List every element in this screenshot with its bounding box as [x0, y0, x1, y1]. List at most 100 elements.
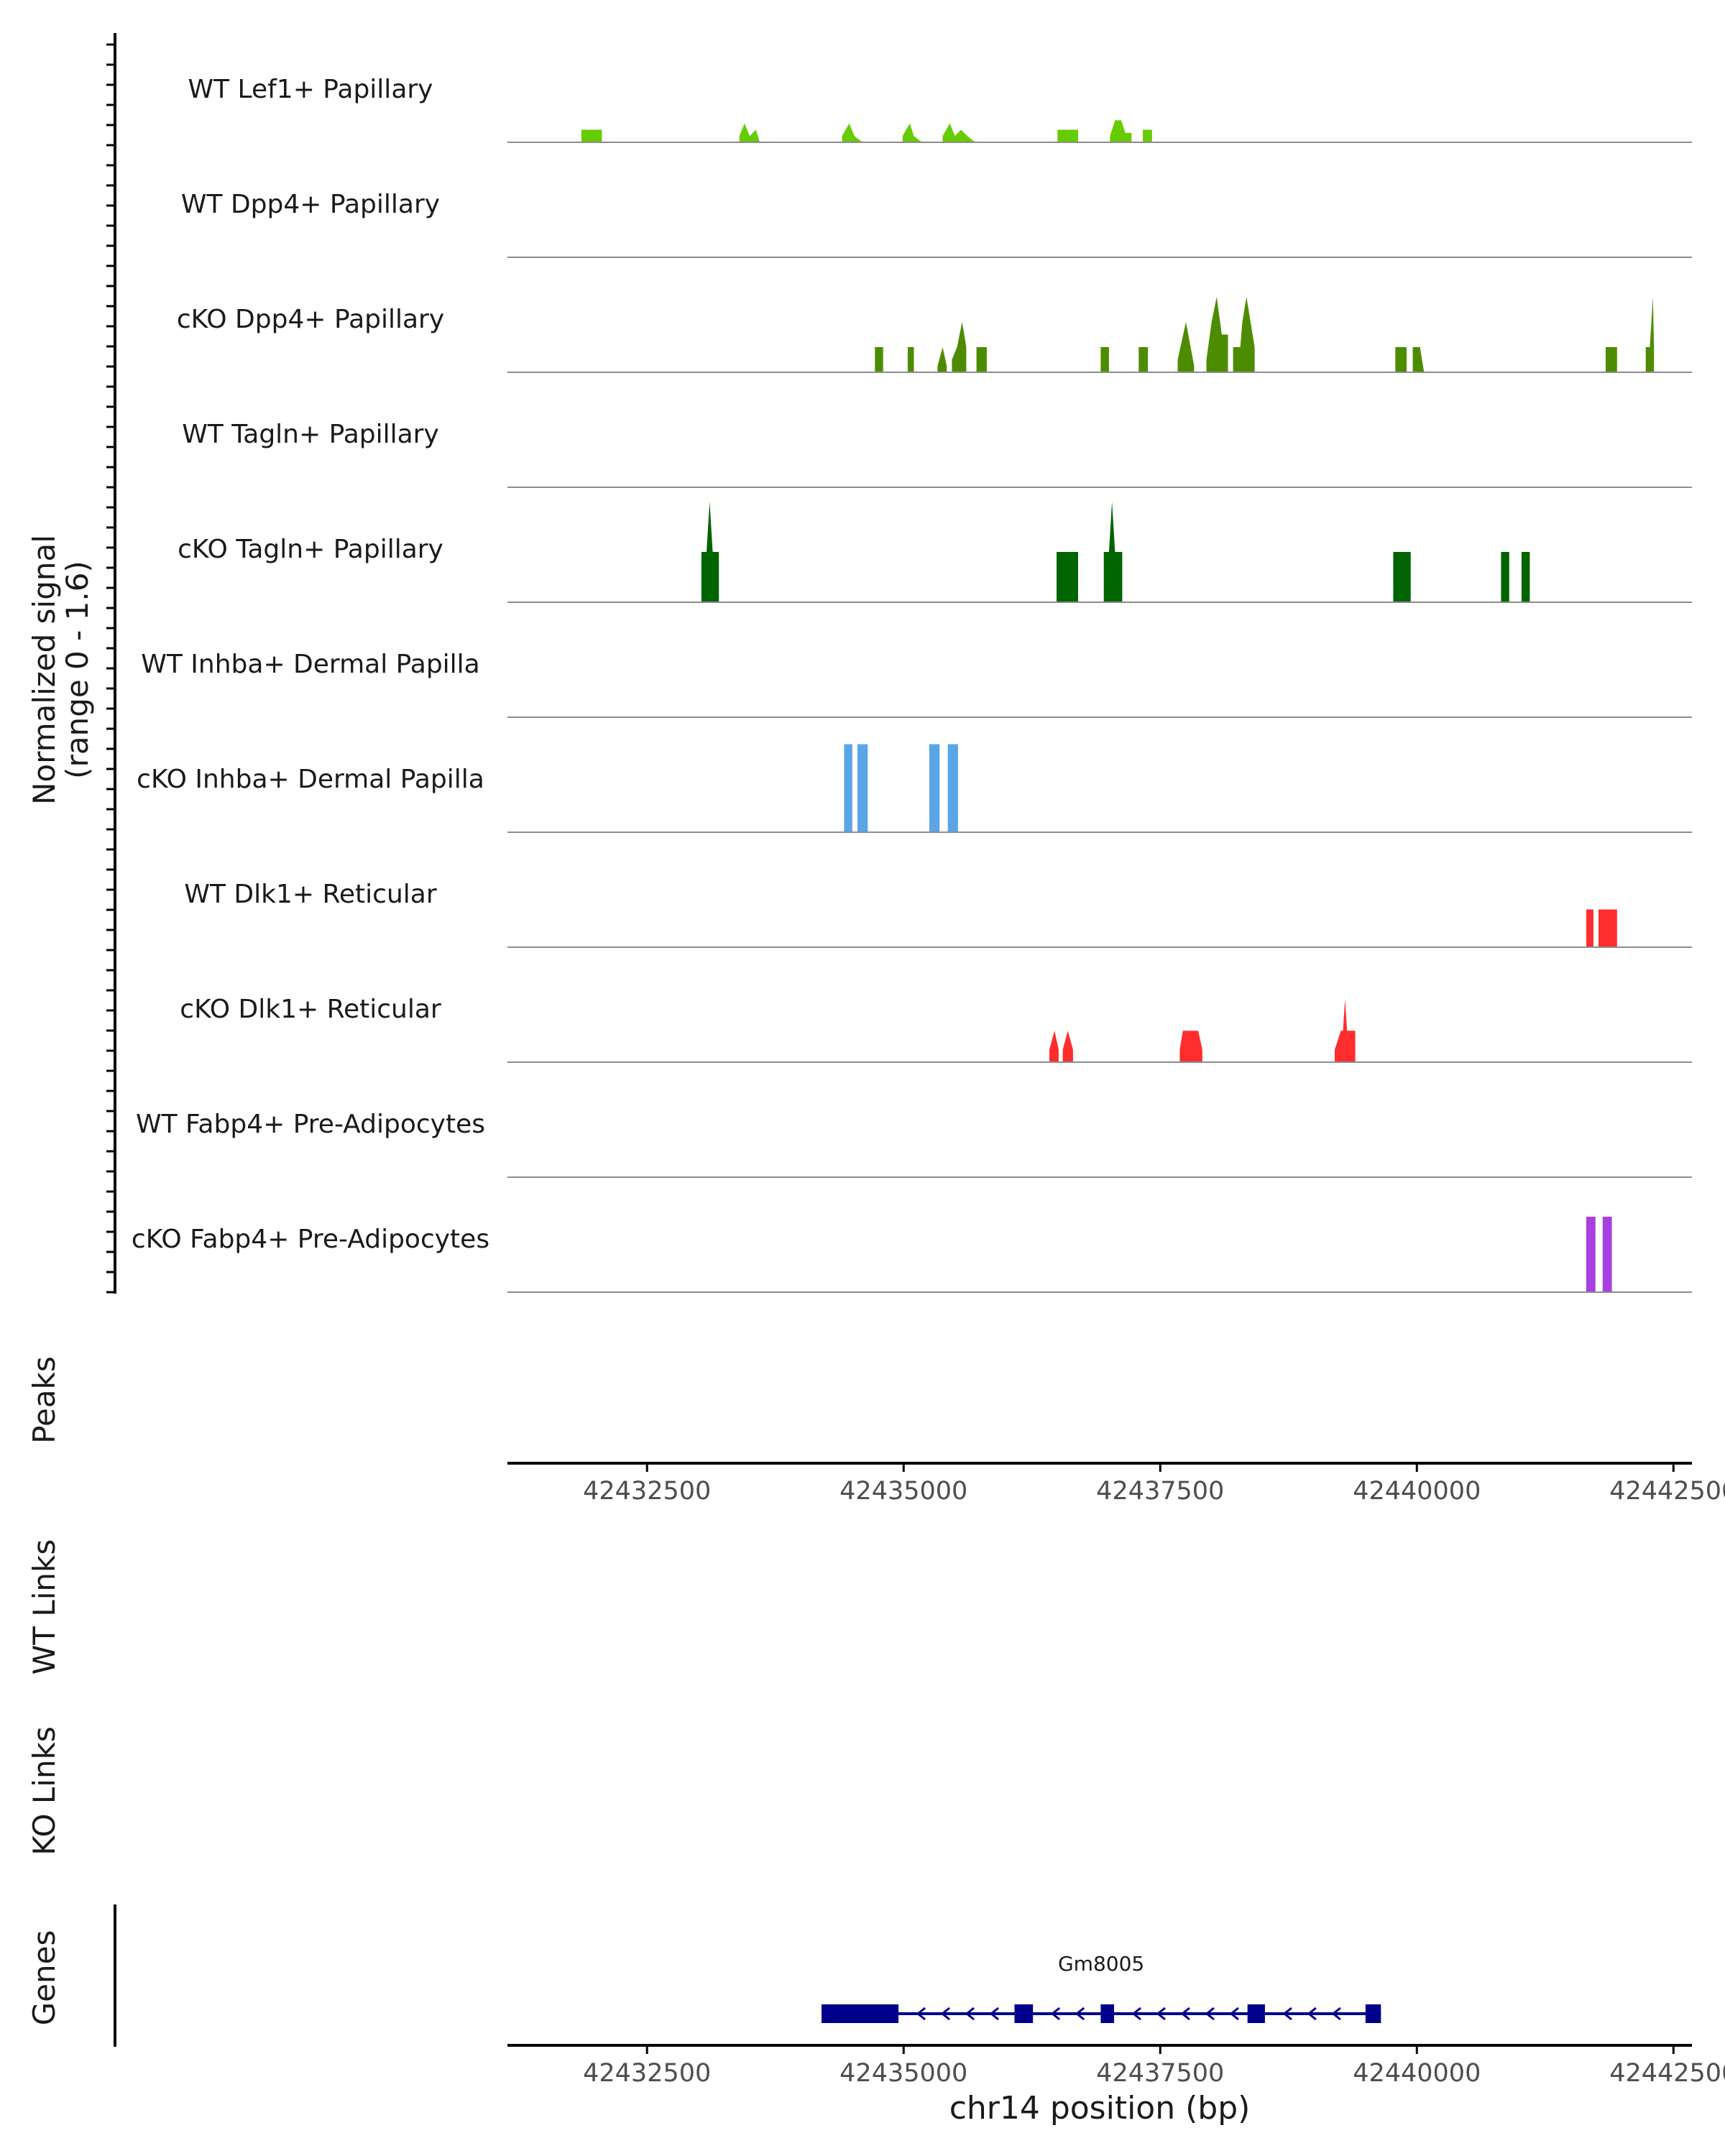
y-axis-range-label: (range 0 - 1.6) [60, 561, 95, 779]
track-2: WT Dpp4+ Papillary [181, 190, 1692, 258]
signal-peak [942, 123, 976, 142]
signal-peak [1103, 502, 1123, 602]
x-tick-label: 42432500 [583, 1477, 711, 1506]
track-label: WT Tagln+ Papillary [182, 420, 439, 449]
strand-arrow [1075, 2007, 1085, 2021]
y-axis-label: Normalized signal [27, 535, 62, 805]
x-tick-label: 42432500 [583, 2059, 711, 2088]
strand-arrow [1331, 2007, 1341, 2021]
track-label: WT Fabp4+ Pre-Adipocytes [136, 1110, 485, 1139]
signal-peak [907, 347, 914, 372]
signal-peak [947, 744, 958, 832]
x-tick-label: 42435000 [840, 2059, 967, 2088]
peaks-x-axis: 42432500 42435000 42437500 42440000 42442500 [507, 1462, 1725, 1506]
x-tick-label: 42440000 [1353, 1477, 1481, 1506]
signal-peak [1179, 1031, 1202, 1062]
strand-arrow [1205, 2007, 1215, 2021]
signal-peak [1143, 129, 1152, 142]
gene-exon [1365, 2004, 1381, 2023]
signal-peak [1062, 1031, 1073, 1062]
signal-peak [1393, 552, 1411, 602]
x-tick-label: 42442500 [1609, 1477, 1725, 1506]
track-label: WT Dpp4+ Papillary [181, 190, 440, 219]
track-4: WT Tagln+ Papillary [182, 420, 1692, 488]
signal-peak [976, 347, 987, 372]
strand-arrow [965, 2007, 975, 2021]
signal-peak [1586, 1217, 1596, 1292]
signal-peak [1586, 909, 1593, 947]
track-11: cKO Fabp4+ Pre-Adipocytes [132, 1217, 1692, 1293]
signal-peak [1049, 1031, 1059, 1062]
peaks-label: Peaks [27, 1356, 62, 1444]
gene-exon [821, 2004, 899, 2023]
strand-arrow [1131, 2007, 1141, 2021]
strand-arrow [1180, 2007, 1190, 2021]
wt-links-label: WT Links [27, 1539, 62, 1674]
strand-arrow [989, 2007, 1000, 2021]
signal-peak [1100, 347, 1109, 372]
x-tick-label: 42437500 [1096, 2059, 1224, 2088]
genes-label: Genes [27, 1930, 62, 2026]
signal-peak [1233, 297, 1255, 372]
gene-name-label: Gm8005 [1058, 1952, 1144, 1976]
track-9: cKO Dlk1+ Reticular [180, 995, 1692, 1063]
signal-peak [844, 744, 852, 832]
signal-peak [1177, 322, 1195, 372]
signal-peak [1645, 297, 1655, 372]
signal-peak [1395, 347, 1407, 372]
signal-peak [1412, 347, 1425, 372]
x-tick-label: 42442500 [1609, 2059, 1725, 2088]
track-5: cKO Tagln+ Papillary [178, 502, 1692, 603]
signal-peak [701, 502, 719, 602]
x-tick-label: 42437500 [1096, 1477, 1224, 1506]
track-label: WT Inhba+ Dermal Papilla [141, 650, 479, 679]
x-axis-label: chr14 position (bp) [949, 2090, 1251, 2127]
track-label: WT Lef1+ Papillary [188, 75, 433, 104]
signal-peak [1606, 347, 1617, 372]
signal-tracks: WT Lef1+ Papillary WT Dpp4+ Papillary cKO … [132, 75, 1692, 1293]
signal-peak [1138, 347, 1149, 372]
track-label: cKO Fabp4+ Pre-Adipocytes [132, 1225, 489, 1254]
track-6: WT Inhba+ Dermal Papilla [141, 650, 1692, 718]
track-label: cKO Tagln+ Papillary [178, 535, 443, 564]
signal-peak [937, 347, 947, 372]
signal-peak [875, 347, 883, 372]
track-3: cKO Dpp4+ Papillary [177, 297, 1692, 373]
strand-arrow [916, 2007, 926, 2021]
track-8: WT Dlk1+ Reticular [184, 880, 1692, 948]
signal-peak [1057, 552, 1078, 602]
signal-peak [1335, 999, 1356, 1062]
ko-links-label: KO Links [27, 1726, 62, 1856]
track-label: cKO Dlk1+ Reticular [180, 995, 441, 1024]
strand-arrow [1307, 2007, 1317, 2021]
track-7: cKO Inhba+ Dermal Papilla [137, 744, 1692, 833]
strand-arrow [1229, 2007, 1239, 2021]
strand-arrow [1050, 2007, 1061, 2021]
signal-peak [1602, 1217, 1612, 1292]
gene-exon [1014, 2004, 1034, 2023]
signal-peak [842, 123, 863, 142]
signal-peak [739, 123, 760, 142]
genes-x-axis: 42432500 42435000 42437500 42440000 42442500 [507, 2044, 1725, 2088]
track-10: WT Fabp4+ Pre-Adipocytes [136, 1110, 1692, 1178]
strand-arrow [1282, 2007, 1292, 2021]
strand-arrow [940, 2007, 951, 2021]
signal-peak [1206, 297, 1228, 372]
track-label: cKO Dpp4+ Papillary [177, 305, 444, 334]
track-label: cKO Inhba+ Dermal Papilla [137, 765, 484, 794]
track-label: WT Dlk1+ Reticular [184, 880, 436, 909]
signal-peak [1057, 129, 1078, 142]
x-tick-label: 42440000 [1353, 2059, 1481, 2088]
gene-track: Gm8005 [821, 1952, 1381, 2023]
signal-peak [581, 129, 602, 142]
gene-exon [1247, 2004, 1265, 2023]
track-1: WT Lef1+ Papillary [188, 75, 1692, 143]
signal-peak [1521, 552, 1530, 602]
signal-peak [952, 322, 967, 372]
x-tick-label: 42435000 [840, 1477, 967, 1506]
signal-peak [929, 744, 940, 832]
signal-y-axis [106, 33, 116, 1294]
gene-exon [1100, 2004, 1114, 2023]
signal-peak [857, 744, 868, 832]
